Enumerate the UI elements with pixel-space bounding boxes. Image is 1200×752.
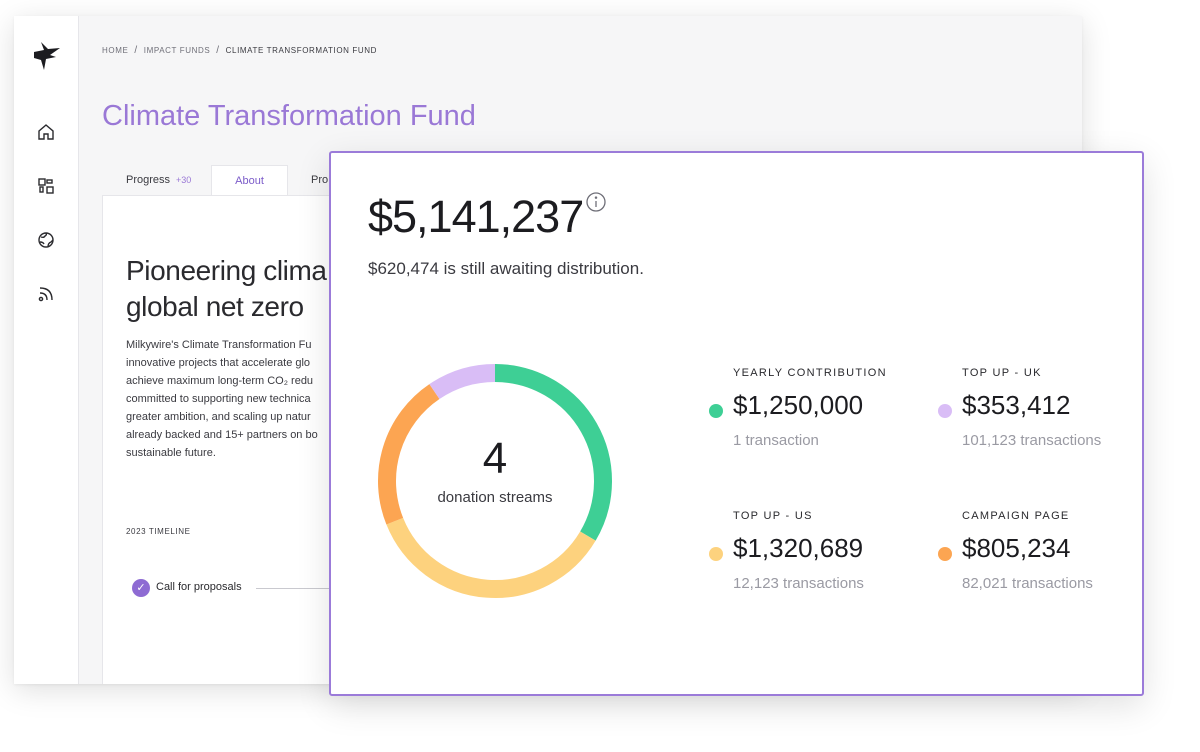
about-heading: Pioneering clima global net zero (126, 253, 366, 325)
stream-amount: $805,234 (962, 533, 1071, 563)
about-line: Milkywire's Climate Transformation Fu (126, 339, 312, 351)
stream-amount: $353,412 (962, 390, 1071, 420)
page-title: Climate Transformation Fund (102, 100, 476, 132)
info-icon[interactable] (585, 191, 607, 213)
milkywire-logo[interactable] (32, 40, 62, 72)
feed-icon[interactable] (36, 284, 56, 304)
awaiting-distribution-text: $620,474 is still awaiting distribution. (368, 259, 644, 278)
legend-dot (938, 404, 952, 418)
tab-progress-count: +30 (176, 175, 192, 185)
stream-transactions: 12,123 transactions (733, 575, 864, 592)
about-line: already backed and 15+ partners on bo (126, 429, 318, 441)
milestone-label: Call for proposals (156, 581, 242, 593)
tab-progress[interactable]: Progress +30 (126, 165, 191, 195)
breadcrumb-home[interactable]: HOME (102, 46, 129, 55)
stream-label: TOP UP - US (733, 510, 813, 522)
home-icon[interactable] (36, 122, 56, 142)
stream-label: YEARLY CONTRIBUTION (733, 367, 887, 379)
tab-about[interactable]: About (211, 165, 288, 197)
breadcrumb-impact-funds[interactable]: IMPACT FUNDS (143, 46, 211, 55)
globe-icon[interactable] (36, 230, 56, 250)
donut-center-number: 4 (482, 434, 508, 483)
donut-slice-top-up-uk (429, 364, 496, 400)
sidebar (14, 16, 79, 684)
about-line: committed to supporting new technica (126, 393, 311, 405)
donut-slice-top-up-us (386, 517, 596, 598)
about-line: greater ambition, and scaling up natur (126, 411, 311, 423)
tab-projects[interactable]: Pro (311, 174, 329, 186)
about-line: sustainable future. (126, 447, 216, 459)
about-heading-line: global net zero (126, 291, 304, 322)
donut-slice-yearly-contribution (494, 364, 612, 541)
stream-label: TOP UP - UK (962, 367, 1042, 379)
about-heading-line: Pioneering clima (126, 255, 327, 286)
stream-transactions: 101,123 transactions (962, 432, 1102, 449)
about-description: Milkywire's Climate Transformation Fu in… (126, 336, 346, 462)
stream-amount: $1,250,000 (733, 390, 864, 420)
stream-top-up-uk: TOP UP - UK $353,412 101,123 transaction… (938, 367, 1138, 457)
breadcrumb-separator: / (216, 45, 220, 56)
breadcrumb: HOME / IMPACT FUNDS / CLIMATE TRANSFORMATION… (102, 45, 377, 56)
legend-dot (938, 547, 952, 561)
breadcrumb-separator: / (134, 45, 138, 56)
stream-top-up-us: TOP UP - US $1,320,689 12,123 transactio… (709, 510, 909, 600)
timeline-connector (256, 588, 336, 589)
stream-amount: $1,320,689 (733, 533, 864, 563)
stream-transactions: 1 transaction (733, 432, 819, 449)
donut-slice-campaign-page (378, 384, 440, 525)
about-line: achieve maximum long-term CO₂ redu (126, 375, 314, 387)
donation-summary-card: $5,141,237 $620,474 is still awaiting di… (329, 151, 1144, 696)
stream-campaign-page: CAMPAIGN PAGE $805,234 82,021 transactio… (938, 510, 1138, 600)
legend-dot (709, 404, 723, 418)
about-line: innovative projects that accelerate glo (126, 357, 311, 369)
stream-yearly-contribution: YEARLY CONTRIBUTION $1,250,000 1 transac… (709, 367, 909, 457)
check-icon: ✓ (132, 579, 150, 597)
stream-transactions: 82,021 transactions (962, 575, 1093, 592)
total-amount: $5,141,237 (368, 191, 584, 242)
donut-center-label: donation streams (437, 489, 553, 506)
timeline-label: 2023 TIMELINE (126, 527, 191, 536)
breadcrumb-current: CLIMATE TRANSFORMATION FUND (225, 46, 377, 55)
grid-icon[interactable] (36, 176, 56, 196)
tab-progress-label: Progress (126, 174, 171, 186)
stream-label: CAMPAIGN PAGE (962, 510, 1070, 522)
donut-chart (378, 364, 612, 598)
legend-dot (709, 547, 723, 561)
